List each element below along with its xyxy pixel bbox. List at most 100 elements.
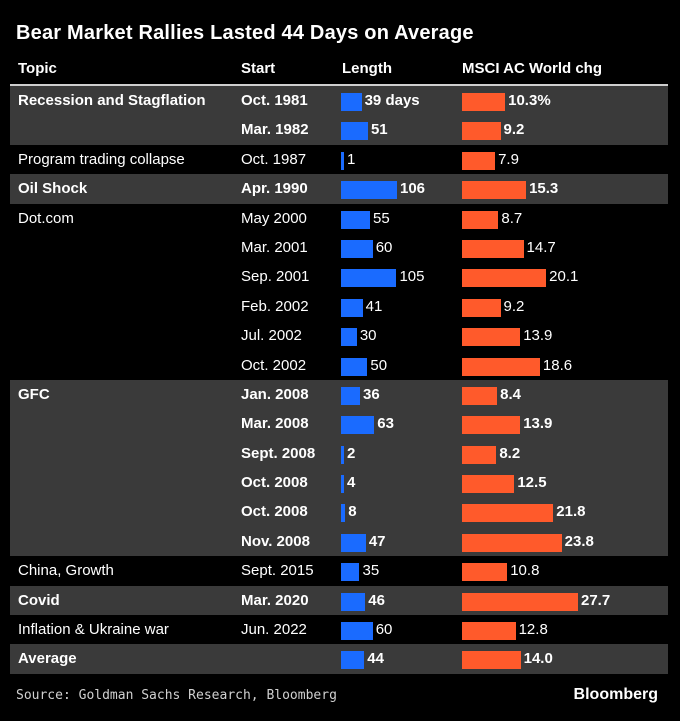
header-change: MSCI AC World chg	[462, 60, 602, 77]
table-group: Dot.com May 2000 55 8.7 Mar. 2001 60 14.7 Sep. …	[10, 204, 668, 380]
change-bar	[462, 210, 499, 229]
change-bar	[462, 445, 497, 464]
topic-label: Average	[18, 650, 77, 668]
length-label: 35	[362, 562, 380, 580]
start-date: Mar. 2008	[241, 415, 309, 433]
start-date: Oct. 1981	[241, 92, 308, 109]
table-row: Sep. 2001 105 20.1	[10, 262, 668, 291]
change-label: 12.5	[517, 474, 547, 492]
length-label: 60	[375, 238, 393, 256]
change-bar	[462, 386, 498, 405]
start-date: Feb. 2002	[241, 297, 309, 315]
change-label: 14.7	[526, 238, 556, 256]
length-label: 30	[359, 327, 377, 345]
table-group: Inflation & Ukraine war Jun. 2022 60 12.8	[10, 615, 668, 644]
length-label: 46	[368, 591, 385, 609]
length-bar	[341, 416, 375, 435]
table-row: Inflation & Ukraine war Jun. 2022 60 12.8	[10, 615, 668, 644]
length-bar	[341, 622, 373, 641]
table-group: Program trading collapse Oct. 1987 1 7.9	[10, 145, 668, 174]
length-label: 39 days	[364, 92, 420, 109]
change-bar	[462, 622, 516, 641]
start-date: Mar. 2001	[241, 238, 308, 256]
table-row: Feb. 2002 41 9.2	[10, 292, 668, 321]
length-bar	[341, 357, 368, 376]
length-label: 36	[363, 385, 380, 403]
change-bar	[462, 533, 562, 552]
table-header: Topic Start Length MSCI AC World chg	[0, 58, 680, 84]
bloomberg-logo: Bloomberg	[573, 686, 658, 703]
change-bar	[462, 181, 527, 200]
start-date: Sept. 2008	[241, 444, 316, 462]
length-bar	[341, 93, 362, 111]
change-bar	[462, 504, 554, 523]
chart-title: Bear Market Rallies Lasted 44 Days on Av…	[16, 22, 474, 44]
start-date: Oct. 2008	[241, 503, 308, 521]
length-bar	[341, 239, 373, 258]
start-date: Oct. 2008	[241, 474, 308, 492]
change-bar	[462, 592, 578, 611]
topic-label: Program trading collapse	[18, 150, 185, 168]
change-bar	[462, 122, 501, 141]
length-label: 63	[377, 415, 394, 433]
change-bar	[462, 563, 508, 582]
start-date: Apr. 1990	[241, 180, 308, 198]
table-group: Oil Shock Apr. 1990 106 15.3	[10, 174, 668, 204]
table-row: Program trading collapse Oct. 1987 1 7.9	[10, 145, 668, 174]
length-bar	[341, 151, 344, 170]
source-note: Source: Goldman Sachs Research, Bloomber…	[16, 688, 337, 703]
change-label: 27.7	[581, 591, 611, 609]
header-start: Start	[241, 60, 276, 77]
table-row: Nov. 2008 47 23.8	[10, 527, 668, 556]
table-row: Covid Mar. 2020 46 27.7	[10, 586, 668, 615]
change-label: 12.8	[518, 621, 548, 639]
length-bar	[341, 181, 397, 200]
length-label: 2	[347, 444, 356, 462]
change-bar	[462, 93, 506, 111]
start-date: Sep. 2001	[241, 268, 310, 286]
table-group: Covid Mar. 2020 46 27.7	[10, 585, 668, 616]
table-group: China, Growth Sept. 2015 35 10.8	[10, 556, 668, 585]
length-label: 44	[367, 650, 384, 668]
table-row: China, Growth Sept. 2015 35 10.8	[10, 556, 668, 585]
length-bar	[341, 592, 366, 611]
table-row: GFC Jan. 2008 36 8.4	[10, 380, 668, 409]
start-date: Mar. 1982	[241, 121, 309, 139]
length-bar	[341, 386, 361, 405]
change-label: 14.0	[523, 650, 553, 668]
topic-label: Recession and Stagflation	[18, 92, 206, 109]
change-bar	[462, 239, 524, 258]
table-row: Mar. 1982 51 9.2	[10, 115, 668, 144]
table-row: Recession and Stagflation Oct. 1981 39 day…	[10, 86, 668, 115]
length-label: 41	[365, 297, 383, 315]
start-date: Jun. 2022	[241, 621, 307, 639]
length-label: 50	[370, 356, 388, 374]
start-date: Oct. 1987	[241, 150, 307, 168]
length-label: 106	[400, 180, 426, 198]
topic-label: China, Growth	[18, 562, 114, 580]
length-bar	[341, 269, 397, 288]
length-label: 51	[370, 121, 388, 139]
table-row: Mar. 2008 63 13.9	[10, 409, 668, 438]
table-group: Recession and Stagflation Oct. 1981 39 day…	[10, 86, 668, 145]
change-label: 20.1	[549, 268, 579, 286]
length-bar	[341, 475, 344, 494]
length-label: 47	[368, 532, 386, 550]
length-bar	[341, 328, 357, 347]
change-bar	[462, 357, 540, 376]
table-row: Oct. 2008 4 12.5	[10, 468, 668, 497]
change-label: 7.9	[498, 150, 519, 168]
table-row: Jul. 2002 30 13.9	[10, 321, 668, 350]
table-group: Average 44 14.0	[10, 644, 668, 674]
table-row: Oct. 2008 8 21.8	[10, 497, 668, 526]
change-label: 10.8	[510, 562, 540, 580]
topic-label: Inflation & Ukraine war	[18, 621, 169, 639]
change-bar	[462, 298, 501, 317]
change-label: 9.2	[503, 297, 525, 315]
table-row: Dot.com May 2000 55 8.7	[10, 204, 668, 233]
change-label: 13.9	[523, 415, 553, 433]
length-bar	[341, 563, 360, 582]
length-label: 60	[375, 621, 393, 639]
length-bar	[341, 122, 368, 141]
change-label: 23.8	[564, 532, 594, 550]
